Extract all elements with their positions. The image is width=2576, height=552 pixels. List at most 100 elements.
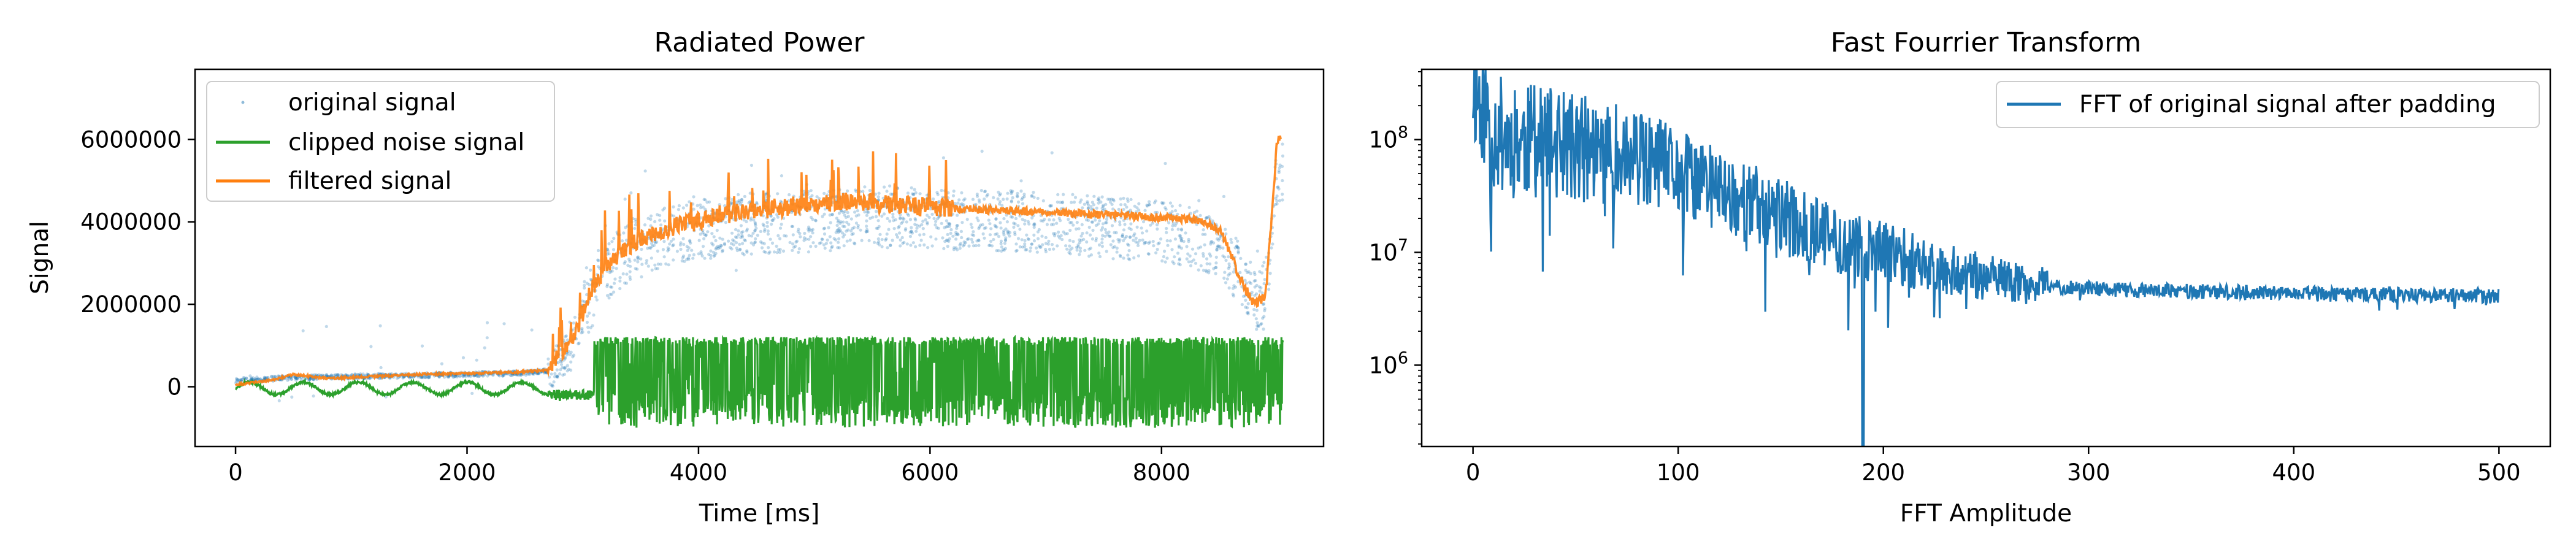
- original-signal-point: [500, 374, 505, 378]
- original-signal-point: [1205, 215, 1209, 220]
- original-signal-point: [368, 377, 372, 380]
- original-signal-point: [1006, 230, 1010, 234]
- original-signal-point: [353, 372, 357, 376]
- original-signal-point: [719, 244, 723, 248]
- original-signal-point: [1214, 272, 1217, 275]
- original-signal-point: [653, 220, 657, 223]
- original-signal-point: [1212, 241, 1216, 245]
- original-signal-point: [807, 250, 810, 254]
- original-signal-point: [464, 374, 468, 378]
- original-signal-point: [883, 185, 886, 189]
- original-signal-point: [1263, 307, 1267, 310]
- original-signal-point: [715, 229, 719, 232]
- original-signal-point: [1059, 219, 1062, 223]
- original-signal-point: [633, 258, 637, 262]
- original-signal-point: [846, 210, 849, 215]
- original-signal-point: [791, 242, 795, 246]
- original-signal-point: [1203, 243, 1206, 247]
- original-signal-point: [1127, 249, 1131, 253]
- original-signal-point: [994, 217, 998, 221]
- original-signal-point: [1032, 191, 1035, 194]
- original-signal-point: [943, 240, 947, 243]
- original-signal-point: [1048, 204, 1052, 208]
- original-signal-point: [1250, 291, 1254, 294]
- original-signal-point: [745, 249, 749, 253]
- original-signal-point: [819, 241, 823, 245]
- original-signal-point: [1003, 247, 1007, 250]
- original-signal-point: [707, 224, 711, 228]
- original-signal-point: [1179, 228, 1184, 232]
- original-signal-point: [941, 156, 945, 159]
- original-signal-point: [882, 212, 886, 216]
- original-signal-point: [1262, 328, 1265, 331]
- original-signal-point: [1126, 253, 1130, 257]
- original-signal-point: [581, 330, 585, 334]
- original-signal-point: [822, 232, 827, 236]
- original-signal-point: [891, 239, 894, 242]
- original-signal-point: [311, 377, 315, 381]
- original-signal-point: [985, 194, 989, 198]
- original-signal-point: [611, 248, 616, 251]
- original-signal-point: [960, 191, 964, 194]
- original-signal-point: [717, 245, 721, 249]
- original-signal-point: [1113, 245, 1116, 248]
- original-signal-point: [1021, 202, 1025, 205]
- original-signal-point: [377, 372, 381, 375]
- original-signal-point: [935, 191, 939, 194]
- original-signal-point: [924, 218, 927, 221]
- original-signal-point: [685, 245, 689, 248]
- original-signal-point: [699, 252, 703, 256]
- original-signal-point: [1100, 237, 1104, 241]
- original-signal-point: [901, 220, 905, 224]
- original-signal-point: [1162, 255, 1165, 259]
- original-signal-point: [1047, 239, 1051, 243]
- original-signal-point: [643, 169, 647, 173]
- original-signal-point: [1246, 310, 1250, 314]
- original-signal-point: [972, 230, 975, 234]
- original-signal-point: [1227, 262, 1231, 266]
- original-signal-point: [680, 259, 684, 263]
- original-signal-point: [256, 377, 260, 381]
- original-signal-point: [1011, 215, 1014, 219]
- original-signal-point: [1006, 232, 1010, 236]
- original-signal-point: [1198, 213, 1202, 217]
- original-signal-point: [770, 218, 774, 222]
- original-signal-point: [1091, 237, 1094, 241]
- original-signal-point: [854, 214, 858, 218]
- original-signal-point: [1004, 236, 1008, 240]
- original-signal-point: [688, 239, 692, 243]
- original-signal-point: [1255, 309, 1259, 312]
- original-signal-point: [691, 256, 695, 260]
- original-signal-point: [876, 242, 880, 245]
- original-signal-point: [236, 377, 240, 381]
- original-signal-point: [378, 324, 382, 328]
- original-signal-point: [1094, 218, 1097, 222]
- original-signal-point: [959, 242, 962, 245]
- original-signal-point: [1149, 223, 1152, 227]
- original-signal-point: [1154, 251, 1158, 255]
- x-tick-label: 8000: [1133, 459, 1190, 486]
- original-signal-point: [1277, 187, 1281, 191]
- original-signal-point: [1103, 228, 1107, 231]
- original-signal-point: [749, 217, 753, 220]
- original-signal-point: [1189, 212, 1192, 215]
- original-signal-point: [688, 253, 691, 257]
- original-signal-point: [1151, 240, 1155, 243]
- original-signal-point: [655, 240, 659, 244]
- original-signal-point: [596, 258, 600, 262]
- original-signal-point: [814, 219, 818, 223]
- original-signal-point: [1215, 248, 1219, 251]
- original-signal-point: [731, 238, 735, 242]
- original-signal-point: [946, 239, 949, 242]
- original-signal-point: [1244, 263, 1248, 266]
- original-signal-point: [1275, 202, 1279, 205]
- original-signal-point: [649, 246, 653, 250]
- original-signal-point: [624, 239, 628, 242]
- original-signal-point: [1111, 257, 1115, 261]
- original-signal-point: [356, 372, 360, 376]
- original-signal-point: [564, 366, 567, 369]
- original-signal-point: [721, 237, 724, 241]
- original-signal-point: [1044, 248, 1048, 251]
- original-signal-point: [612, 282, 616, 285]
- original-signal-point: [958, 247, 962, 250]
